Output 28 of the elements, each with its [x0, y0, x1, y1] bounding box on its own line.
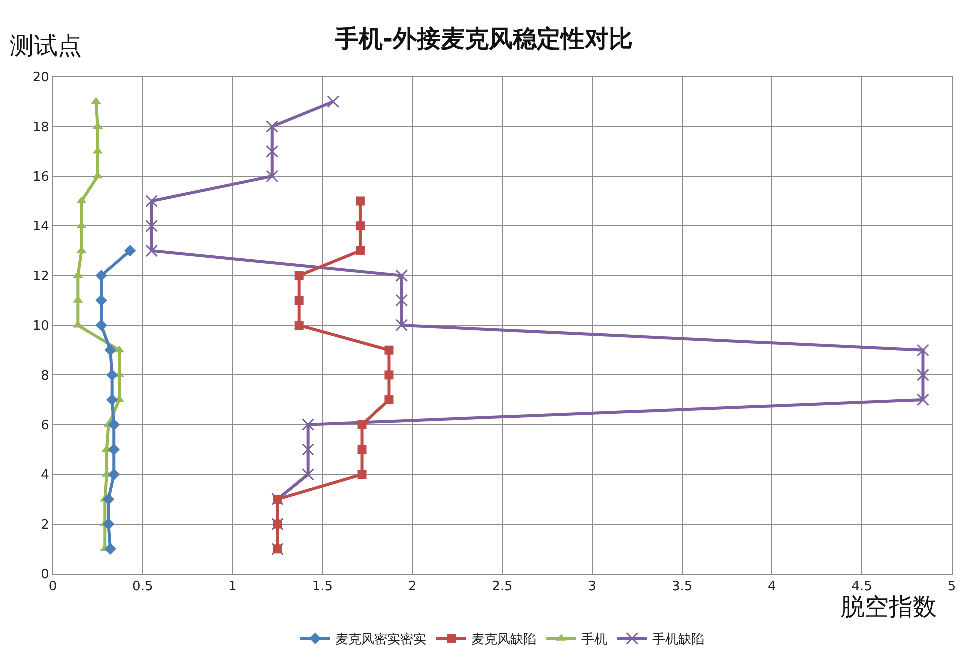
legend-label: 麦克风密实密实 [336, 632, 426, 648]
legend-label: 手机缺陷 [652, 632, 704, 648]
y-tick-label: 20 [32, 70, 50, 86]
y-tick-label: 2 [41, 518, 50, 533]
x-tick-label: 5 [948, 580, 956, 595]
y-tick-label: 18 [32, 120, 50, 136]
y-tick-label: 0 [41, 568, 50, 583]
x-tick-label: 3 [588, 580, 597, 595]
x-tick-label: 4 [768, 580, 776, 595]
x-tick-label: 0.5 [132, 580, 154, 595]
legend-label: 手机 [582, 632, 608, 648]
y-tick-label: 6 [41, 418, 50, 434]
y-tick-label: 10 [32, 319, 50, 334]
legend-label: 麦克风缺陷 [472, 632, 536, 648]
y-tick-label: 8 [41, 368, 50, 384]
x-tick-label: 4.5 [852, 580, 872, 595]
chart-title: 手机-外接麦克风稳定性对比 [334, 24, 633, 53]
x-tick-label: 2 [408, 580, 417, 595]
y-tick-label: 14 [32, 220, 50, 235]
y-tick-label: 4 [41, 468, 50, 484]
x-tick-label: 3.5 [672, 580, 693, 595]
y-tick-label: 16 [32, 170, 50, 185]
x-tick-label: 1.5 [312, 580, 334, 595]
x-tick-label: 2.5 [492, 580, 513, 595]
x-tick-label: 1 [228, 580, 237, 595]
y-axis-title: 测试点 [10, 32, 82, 60]
y-tick-label: 12 [32, 269, 50, 284]
x-axis-title: 脱空指数 [841, 593, 937, 621]
